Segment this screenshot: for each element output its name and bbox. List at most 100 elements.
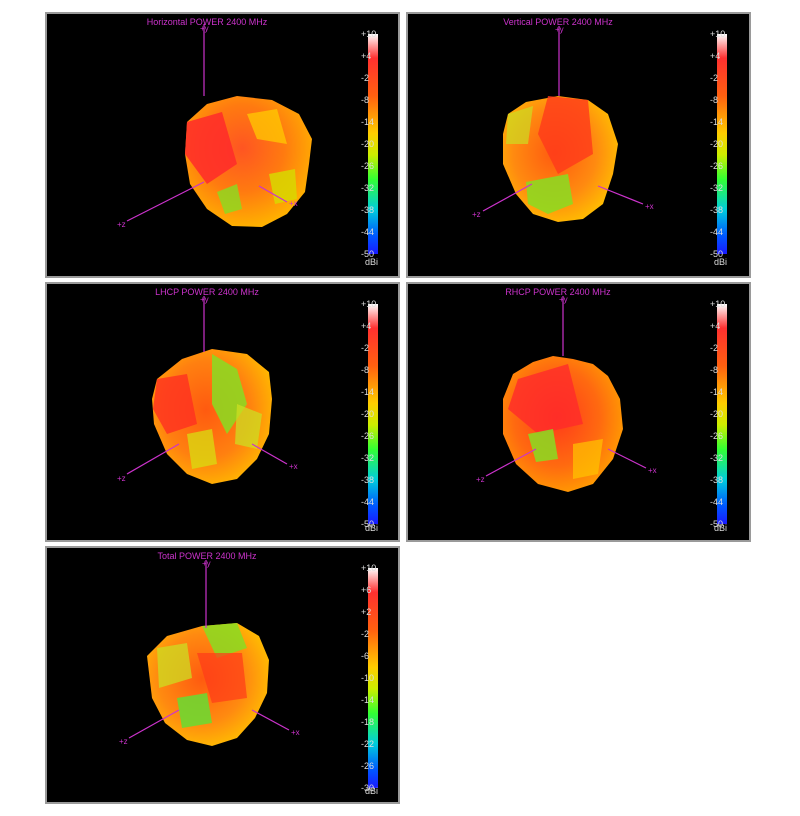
x-axis-label: +x [645, 202, 654, 211]
pattern-facet [526, 174, 573, 214]
pattern-plot: +y +z +x [119, 559, 300, 746]
colorbar-tick: +4 [710, 51, 721, 61]
colorbar-tick: -6 [361, 651, 370, 661]
z-axis-label: +z [117, 474, 126, 483]
colorbar-tick: -2 [361, 343, 370, 353]
colorbar-tick: -32 [710, 183, 724, 193]
pattern-facet [506, 106, 533, 144]
colorbar-tick: -14 [710, 117, 724, 127]
colorbar [368, 568, 378, 788]
pattern-facet [157, 643, 192, 688]
pattern-plot: +y +z +x [117, 24, 312, 229]
colorbar-tick: -2 [710, 343, 719, 353]
z-axis-label: +z [119, 737, 128, 746]
colorbar-unit: dBi [365, 523, 379, 533]
pattern-panel-total: Total POWER 2400 MHz +y +z +x +10 +6 +2 … [45, 546, 400, 804]
panel-title: Total POWER 2400 MHz [157, 551, 257, 561]
colorbar-tick: -26 [361, 761, 375, 771]
colorbar-tick: -2 [361, 629, 370, 639]
colorbar-tick: -14 [361, 117, 375, 127]
colorbar-tick: -38 [361, 475, 375, 485]
colorbar-tick: -20 [710, 139, 724, 149]
y-axis-label: +y [555, 25, 564, 34]
colorbar-tick: -20 [361, 139, 375, 149]
z-axis-line [128, 709, 180, 739]
colorbar-tick: -2 [361, 73, 370, 83]
colorbar-tick: +10 [361, 29, 377, 39]
panel-title: Horizontal POWER 2400 MHz [146, 17, 268, 27]
colorbar-tick: -44 [361, 497, 375, 507]
colorbar-tick: -44 [361, 227, 375, 237]
colorbar [368, 34, 378, 254]
x-axis-label: +x [648, 466, 657, 475]
colorbar [717, 304, 727, 524]
pattern-plot: +y +z +x [117, 295, 298, 484]
pattern-plot: +y +z +x [472, 25, 654, 222]
colorbar-ticks: +10 +4 -2 -8 -14 -20 -26 -32 -38 -44 -50 [710, 29, 740, 259]
pattern-facet [573, 439, 603, 479]
colorbar-tick: -30 [361, 783, 375, 793]
colorbar-tick: +4 [361, 51, 372, 61]
colorbar-tick: -50 [361, 519, 375, 529]
colorbar-tick: -26 [710, 161, 724, 171]
colorbar-tick: -14 [710, 387, 724, 397]
colorbar-tick: -38 [710, 205, 724, 215]
x-axis-line [258, 185, 288, 203]
colorbar-tick: -44 [710, 497, 724, 507]
colorbar-ticks: +10 +4 -2 -8 -14 -20 -26 -32 -38 -44 -50 [710, 299, 740, 529]
z-axis-line [482, 183, 533, 212]
y-axis-label: +y [200, 295, 209, 304]
pattern-facet [187, 429, 217, 469]
pattern-facet [153, 374, 197, 434]
colorbar-tick: -20 [361, 409, 375, 419]
panel-title: RHCP POWER 2400 MHz [505, 287, 611, 297]
colorbar-tick: -18 [361, 717, 375, 727]
colorbar-tick: -8 [361, 365, 370, 375]
pattern-facet [202, 623, 247, 658]
y-axis-label: +y [202, 559, 211, 568]
z-axis-line [126, 443, 180, 475]
z-axis-label: +z [476, 475, 485, 484]
colorbar-ticks: +10 +4 -2 -8 -14 -20 -26 -32 -38 -44 -50 [361, 299, 391, 529]
z-axis-label: +z [117, 220, 126, 229]
colorbar-ticks: +10 +6 +2 -2 -6 -10 -14 -18 -22 -26 -30 [361, 563, 391, 793]
colorbar-tick: +2 [361, 607, 372, 617]
x-axis-line [251, 443, 288, 465]
colorbar-tick: -14 [361, 695, 375, 705]
colorbar-tick: +4 [710, 321, 721, 331]
panel-title: LHCP POWER 2400 MHz [155, 287, 259, 297]
x-axis-line [607, 448, 647, 469]
pattern-panel-lhcp: LHCP POWER 2400 MHz +y +z +x +10 +4 -2 -… [45, 282, 400, 542]
colorbar-tick: -38 [361, 205, 375, 215]
colorbar-unit: dBi [714, 523, 728, 533]
colorbar-ticks: +10 +4 -2 -8 -14 -20 -26 -32 -38 -44 -50 [361, 29, 391, 259]
colorbar-tick: +10 [710, 299, 726, 309]
colorbar-tick: -50 [710, 519, 724, 529]
colorbar-tick: -50 [710, 249, 724, 259]
colorbar-tick: -50 [361, 249, 375, 259]
pattern-plot: +y +z +x [476, 295, 657, 492]
colorbar-tick: -2 [710, 73, 719, 83]
pattern-facet [235, 404, 262, 449]
colorbar-tick: -26 [361, 431, 375, 441]
y-axis-label: +y [559, 295, 568, 304]
colorbar-tick: -8 [710, 95, 719, 105]
colorbar-tick: -26 [361, 161, 375, 171]
colorbar-tick: -8 [361, 95, 370, 105]
colorbar-tick: +6 [361, 585, 372, 595]
colorbar-unit: dBi [365, 786, 379, 796]
colorbar-tick: +4 [361, 321, 372, 331]
x-axis-label: +x [289, 462, 298, 471]
colorbar-tick: -14 [361, 387, 375, 397]
pattern-facet [508, 364, 583, 434]
colorbar-tick: -32 [361, 453, 375, 463]
pattern-facet [217, 184, 242, 214]
z-axis-line [126, 181, 205, 222]
pattern-facet [177, 693, 212, 728]
x-axis-line [597, 185, 644, 205]
z-axis-line [485, 448, 537, 477]
pattern-panel-vertical: Vertical POWER 2400 MHz +y +z +x +10 +4 … [406, 12, 751, 278]
pattern-facet [185, 112, 237, 184]
colorbar-tick: -38 [710, 475, 724, 485]
colorbar-tick: -10 [361, 673, 375, 683]
